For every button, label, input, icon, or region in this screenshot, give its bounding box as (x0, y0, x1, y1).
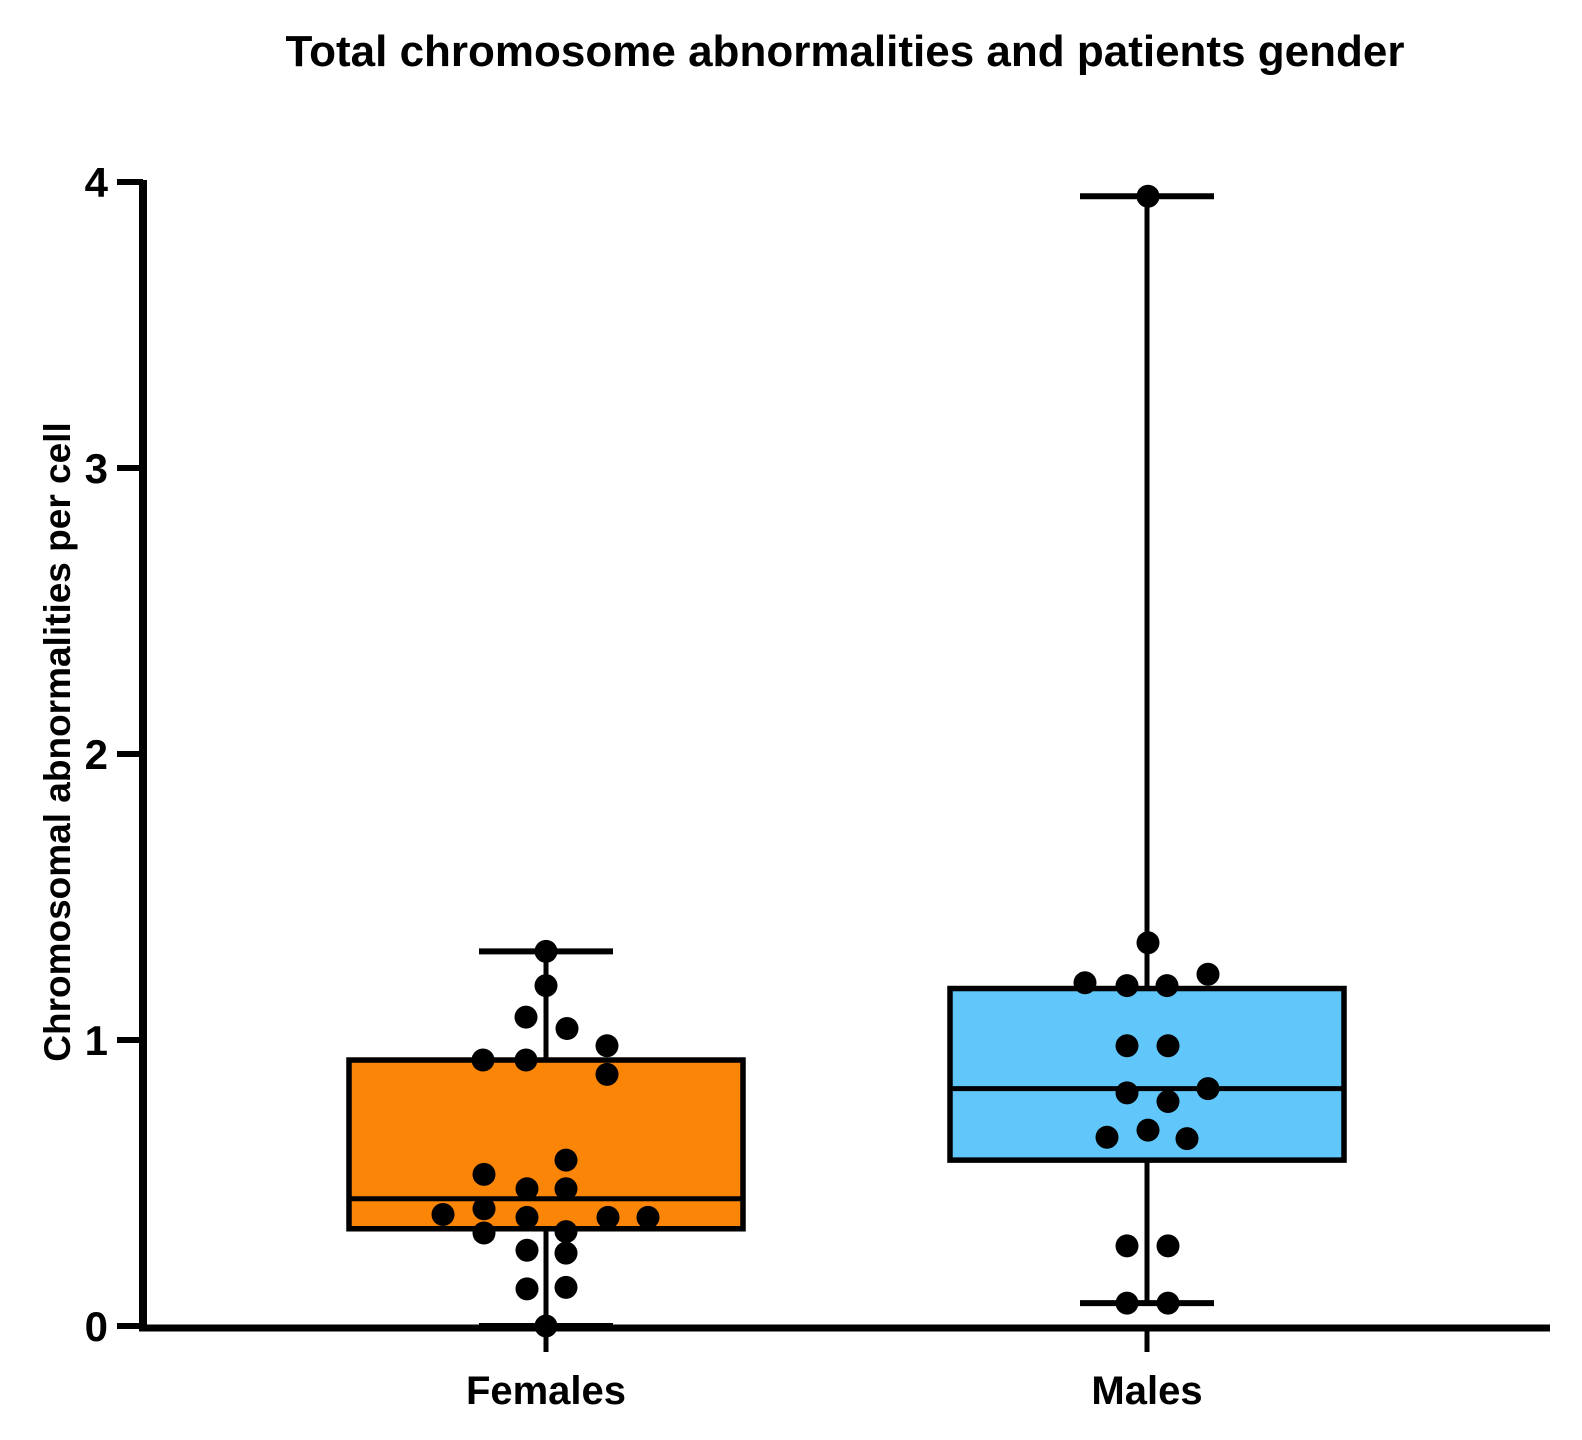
data-point-females-8 (554, 1148, 578, 1172)
data-point-males-6 (1115, 1034, 1139, 1058)
box-females (346, 1057, 746, 1232)
data-point-females-15 (596, 1205, 620, 1229)
data-point-males-9 (1115, 1081, 1139, 1105)
data-point-males-2 (1196, 962, 1220, 986)
category-label-males: Males (1091, 1369, 1202, 1413)
data-point-males-15 (1156, 1234, 1180, 1258)
data-point-females-9 (472, 1162, 496, 1186)
data-point-males-11 (1095, 1125, 1119, 1149)
data-point-females-5 (471, 1048, 495, 1072)
data-point-males-7 (1156, 1034, 1180, 1058)
data-point-females-13 (431, 1202, 455, 1226)
data-point-females-14 (515, 1205, 539, 1229)
series-layer (346, 184, 1347, 1338)
data-point-males-3 (1073, 971, 1097, 995)
y-tick-label-0: 0 (85, 1303, 108, 1350)
data-point-females-22 (554, 1275, 578, 1299)
data-point-females-21 (515, 1277, 539, 1301)
y-axis-title: Chromosomal abnormalities per cell (37, 422, 78, 1061)
data-point-males-16 (1115, 1291, 1139, 1315)
data-point-females-1 (534, 974, 558, 998)
data-point-males-13 (1175, 1127, 1199, 1151)
data-point-females-11 (554, 1177, 578, 1201)
data-point-females-10 (515, 1177, 539, 1201)
y-tick-label-3: 3 (85, 445, 108, 492)
data-point-females-0 (534, 939, 558, 963)
y-tick-label-2: 2 (85, 731, 108, 778)
data-point-females-23 (534, 1314, 558, 1338)
data-point-females-3 (555, 1017, 579, 1041)
y-tick-label-1: 1 (85, 1017, 108, 1064)
box-group-females (346, 939, 746, 1338)
data-point-females-6 (514, 1048, 538, 1072)
data-point-females-19 (515, 1238, 539, 1262)
data-point-males-1 (1136, 931, 1160, 955)
category-label-females: Females (466, 1369, 626, 1413)
axes-layer: 0 1 2 3 4 Females Males (85, 159, 1550, 1413)
data-point-males-17 (1156, 1291, 1180, 1315)
y-tick-label-4: 4 (85, 159, 109, 206)
data-point-females-12 (472, 1197, 496, 1221)
data-point-males-0 (1136, 184, 1160, 208)
data-point-males-14 (1115, 1234, 1139, 1258)
data-point-males-8 (1196, 1077, 1220, 1101)
data-point-males-12 (1136, 1118, 1160, 1142)
chart-title: Total chromosome abnormalities and patie… (286, 27, 1405, 76)
data-point-males-5 (1155, 974, 1179, 998)
data-point-females-20 (554, 1241, 578, 1265)
data-point-males-4 (1115, 974, 1139, 998)
data-point-females-18 (554, 1220, 578, 1244)
data-point-males-10 (1156, 1089, 1180, 1113)
data-point-females-17 (472, 1221, 496, 1245)
data-point-females-7 (595, 1062, 619, 1086)
data-point-females-2 (514, 1005, 538, 1029)
box-group-males (947, 184, 1347, 1315)
data-point-females-16 (636, 1205, 660, 1229)
data-point-females-4 (595, 1034, 619, 1058)
